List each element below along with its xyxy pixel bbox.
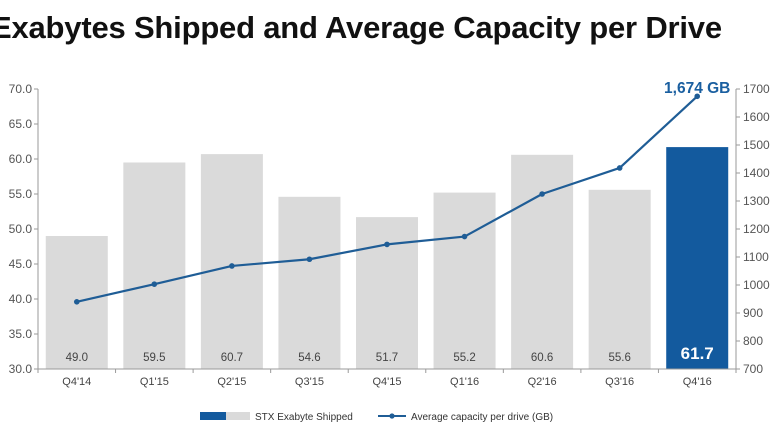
bar-8 bbox=[588, 189, 651, 369]
bar-5 bbox=[356, 217, 418, 369]
right-tick-label-7: 1300 bbox=[743, 194, 770, 208]
right-tick-label-3: 900 bbox=[743, 306, 763, 320]
legend-swatch-bar-highlight bbox=[200, 412, 226, 420]
category-label-1: Q4'14 bbox=[62, 376, 91, 388]
capacity-annotation: 1,674 GB bbox=[664, 80, 730, 97]
bar-9 bbox=[666, 147, 729, 369]
chart-title: Exabytes Shipped and Average Capacity pe… bbox=[0, 10, 722, 45]
legend-label-line: Average capacity per drive (GB) bbox=[411, 412, 553, 423]
left-tick-label-5: 50.0 bbox=[9, 222, 33, 236]
capacity-point-1 bbox=[73, 299, 80, 305]
bar-value-label-6: 55.2 bbox=[453, 352, 475, 364]
capacity-point-8 bbox=[616, 165, 623, 171]
right-tick-label-9: 1500 bbox=[743, 138, 770, 152]
bar-value-label-9: 61.7 bbox=[681, 344, 714, 363]
category-label-2: Q1'15 bbox=[140, 376, 169, 388]
right-tick-label-10: 1600 bbox=[743, 110, 770, 124]
capacity-point-3 bbox=[229, 263, 235, 269]
capacity-point-7 bbox=[539, 191, 545, 197]
left-tick-label-2: 35.0 bbox=[9, 327, 33, 341]
capacity-point-4 bbox=[306, 256, 313, 263]
right-tick-label-4: 1000 bbox=[743, 278, 770, 292]
right-tick-label-2: 800 bbox=[743, 334, 763, 348]
category-label-7: Q2'16 bbox=[528, 376, 557, 388]
category-label-9: Q4'16 bbox=[683, 376, 712, 388]
bar-value-label-7: 60.6 bbox=[531, 352, 553, 364]
category-label-3: Q2'15 bbox=[217, 376, 246, 388]
capacity-point-6 bbox=[461, 233, 468, 240]
capacity-point-5 bbox=[384, 241, 390, 248]
capacity-point-9 bbox=[694, 93, 701, 100]
bar-3 bbox=[200, 154, 263, 369]
bar-value-label-1: 49.0 bbox=[66, 352, 88, 364]
left-tick-label-1: 30.0 bbox=[9, 362, 33, 376]
left-tick-label-6: 55.0 bbox=[9, 187, 33, 201]
bar-value-label-5: 51.7 bbox=[376, 352, 398, 364]
bar-value-label-4: 54.6 bbox=[298, 352, 320, 364]
category-label-5: Q4'15 bbox=[372, 376, 401, 388]
category-label-6: Q1'16 bbox=[450, 376, 479, 388]
left-tick-label-7: 60.0 bbox=[9, 152, 33, 166]
bar-7 bbox=[511, 154, 574, 369]
capacity-point-2 bbox=[151, 281, 158, 287]
bar-value-label-2: 59.5 bbox=[143, 352, 165, 364]
bar-value-label-8: 55.6 bbox=[608, 352, 630, 364]
right-tick-label-11: 1700 bbox=[743, 82, 770, 96]
bar-4 bbox=[278, 196, 341, 369]
right-tick-label-8: 1400 bbox=[743, 166, 770, 180]
right-tick-label-5: 1100 bbox=[743, 250, 769, 264]
left-tick-label-8: 65.0 bbox=[9, 117, 33, 131]
bar-value-label-3: 60.7 bbox=[221, 352, 243, 364]
legend-swatch-marker bbox=[389, 413, 395, 419]
legend-label-bars: STX Exabyte Shipped bbox=[255, 412, 353, 423]
left-tick-label-3: 40.0 bbox=[9, 292, 33, 306]
left-tick-label-4: 45.0 bbox=[9, 257, 33, 271]
right-tick-label-6: 1200 bbox=[743, 222, 770, 236]
legend-swatch-bar bbox=[226, 412, 250, 420]
bar-2 bbox=[123, 162, 186, 369]
bar-6 bbox=[433, 192, 496, 369]
category-label-8: Q3'16 bbox=[605, 376, 634, 388]
category-label-4: Q3'15 bbox=[295, 376, 324, 388]
right-tick-label-1: 700 bbox=[743, 362, 763, 376]
left-tick-label-9: 70.0 bbox=[9, 82, 33, 96]
